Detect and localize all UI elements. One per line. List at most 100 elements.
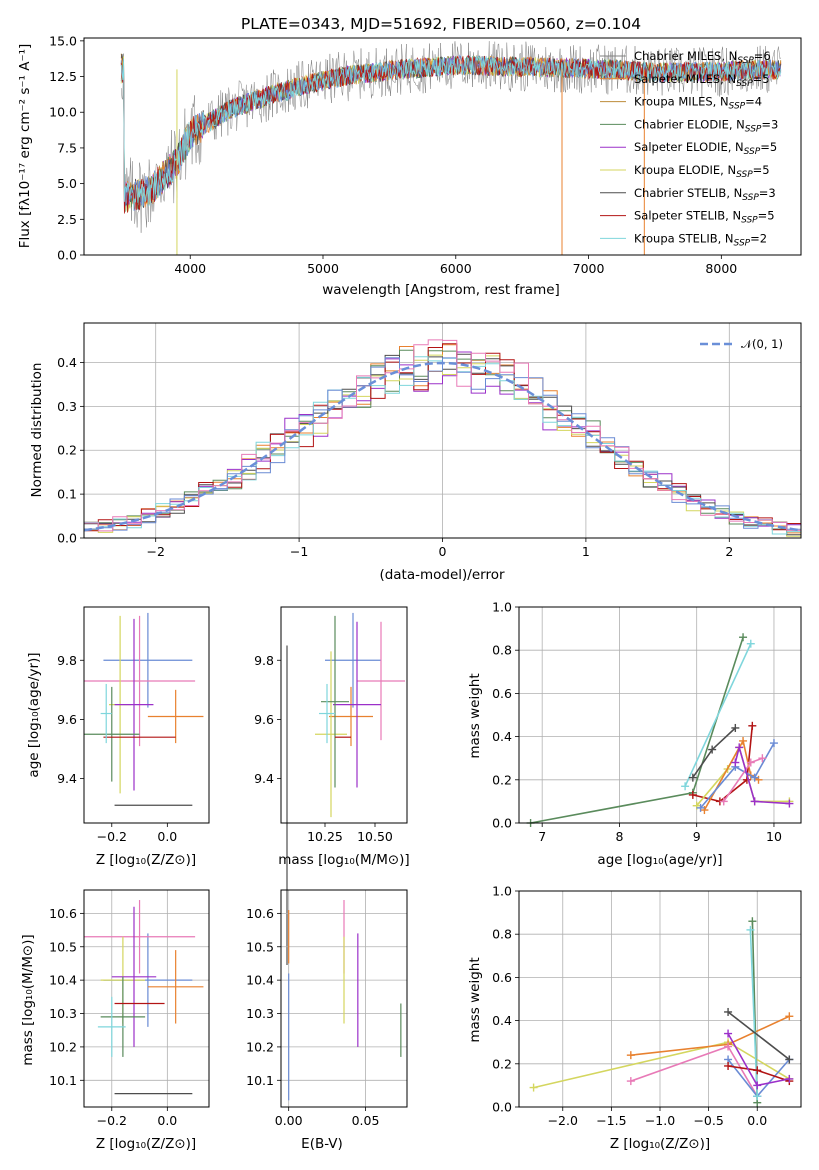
histogram-ylabel: Normed distribution — [29, 363, 45, 498]
tick-label-x: 1 — [582, 544, 590, 559]
tick-label-y: 0.6 — [492, 686, 512, 701]
tick-label-y: 0.2 — [492, 1056, 512, 1071]
tick-label-x: −0.5 — [693, 1113, 723, 1128]
tick-label-x: 2 — [725, 544, 733, 559]
tick-label-y: 0.0 — [492, 1100, 512, 1115]
axes-frame — [280, 606, 408, 824]
tick-label-y: 0.1 — [57, 487, 77, 502]
spectrum-model-line — [120, 54, 782, 209]
tick-label-x: 8000 — [705, 261, 737, 276]
spectrum-model-line — [120, 55, 782, 211]
tick-label-x: −1 — [290, 544, 308, 559]
normal-distribution-curve — [83, 361, 802, 532]
axes-frame — [280, 889, 408, 1108]
tick-label-y: 0.0 — [57, 248, 77, 263]
spectrum-model-line — [120, 41, 782, 233]
tick-label-y: 10.6 — [49, 906, 77, 921]
spectrum-ylabel: Flux [fλ10⁻¹⁷ erg cm⁻² s⁻¹ A⁻¹] — [17, 44, 33, 249]
histogram-step-line — [84, 339, 801, 532]
tick-label-x: −0.2 — [97, 829, 127, 844]
tick-label-y: 10.1 — [49, 1073, 77, 1088]
weight-series-line — [692, 727, 736, 779]
tick-label-y: 10.4 — [246, 973, 274, 988]
weight-vs-metallicity-panel: −2.0 −1.5 −1.0 −0.5 0.0 0.0 0.2 0.4 0.6 0.8 1.0 — [492, 884, 802, 1128]
tick-label-x: 7000 — [573, 261, 605, 276]
legend-entry: Kroupa ELODIE, NSSP=5 — [634, 163, 770, 180]
axes-frame — [518, 606, 802, 824]
ageZ-ylabel: age [log₁₀(age/yr)] — [26, 652, 42, 777]
wZ-ylabel: mass weight — [467, 957, 483, 1042]
tick-label-y: 9.6 — [254, 712, 274, 727]
weight-series-line — [692, 725, 754, 803]
tick-label-x: 0.0 — [747, 1113, 767, 1128]
tick-label-y: 9.4 — [254, 771, 274, 786]
legend-entry: Chabrier STELIB, NSSP=3 — [634, 186, 776, 203]
tick-label-x: 4000 — [174, 261, 206, 276]
tick-label-y: 7.5 — [57, 140, 77, 155]
tick-label-y: 1.0 — [492, 884, 512, 899]
wZ-xlabel: Z [log₁₀(Z/Z⊙)] — [610, 1136, 710, 1152]
weight-vs-age-panel: 7 8 9 10 0.0 0.2 0.4 0.6 0.8 1.0 — [492, 600, 802, 844]
normal-legend-label: 𝒩(0, 1) — [741, 337, 783, 351]
tick-label-y: 0.4 — [57, 355, 77, 370]
tick-label-x: 9 — [693, 829, 701, 844]
axes-frame — [83, 322, 802, 539]
axes-frame — [83, 606, 210, 824]
legend-entry: Chabrier MILES, NSSP=6 — [634, 49, 771, 66]
tick-label-y: 0.0 — [492, 816, 512, 831]
tick-label-y: 0.4 — [492, 1013, 512, 1028]
tick-label-x: 0.00 — [275, 1113, 303, 1128]
mass-vs-ebv-panel: 0.00 0.05 10.1 10.2 10.3 10.4 10.5 10.6 — [246, 889, 408, 1128]
tick-label-y: 0.0 — [57, 531, 77, 546]
tick-label-x: −2 — [146, 544, 164, 559]
axes-frame — [83, 889, 210, 1108]
tick-label-y: 5.0 — [57, 176, 77, 191]
tick-label-y: 10.6 — [246, 906, 274, 921]
tick-label-y: 9.6 — [57, 712, 77, 727]
tick-label-y: 15.0 — [49, 33, 77, 48]
tick-label-y: 0.6 — [492, 970, 512, 985]
weight-series-line — [533, 1041, 790, 1089]
ageZ-xlabel: Z [log₁₀(Z/Z⊙)] — [96, 852, 196, 868]
tick-label-y: 0.4 — [492, 729, 512, 744]
tick-label-x: −1.0 — [645, 1113, 675, 1128]
tick-label-x: 10.50 — [357, 829, 393, 844]
tick-label-y: 10.2 — [49, 1039, 77, 1054]
mass-vs-metallicity-panel: −0.2 0.0 10.1 10.2 10.3 10.4 10.5 10.6 — [49, 889, 210, 1128]
tick-label-x: −0.2 — [97, 1113, 127, 1128]
axes-frame — [518, 890, 802, 1108]
spectrum-xlabel: wavelength [Angstrom, rest frame] — [322, 282, 560, 298]
tick-label-y: 10.3 — [49, 1006, 77, 1021]
tick-label-x: 0.0 — [157, 1113, 177, 1128]
tick-label-y: 12.5 — [49, 69, 77, 84]
tick-label-x: 5000 — [307, 261, 339, 276]
tick-label-x: 6000 — [440, 261, 472, 276]
tick-label-y: 9.4 — [57, 771, 77, 786]
legend-entry: Chabrier ELODIE, NSSP=3 — [634, 117, 778, 134]
legend-entry: Salpeter ELODIE, NSSP=5 — [634, 140, 777, 157]
tick-label-x: 10.25 — [307, 829, 343, 844]
tick-label-y: 10.1 — [246, 1073, 274, 1088]
tick-label-y: 10.5 — [246, 939, 274, 954]
tick-label-y: 10.3 — [246, 1006, 274, 1021]
tick-label-x: 10 — [766, 829, 782, 844]
legend-entry: Kroupa MILES, NSSP=4 — [634, 95, 762, 112]
tick-label-y: 2.5 — [57, 212, 77, 227]
weight-series-line — [630, 1015, 790, 1056]
tick-label-x: 0.05 — [352, 1113, 380, 1128]
histogram-step-line — [84, 351, 801, 527]
residual-histogram-panel: −2 −1 0 1 2 0.0 0.1 0.2 0.3 0.4 — [57, 322, 802, 559]
tick-label-y: 10.2 — [246, 1039, 274, 1054]
ageM-xlabel: mass [log₁₀(M/M⊙)] — [278, 852, 409, 868]
weight-series-line — [727, 1011, 790, 1061]
tick-label-y: 0.2 — [492, 772, 512, 787]
tick-label-x: 7 — [538, 829, 546, 844]
histogram-step-line — [84, 343, 801, 532]
tick-label-y: 1.0 — [492, 600, 512, 615]
tick-label-y: 0.8 — [492, 927, 512, 942]
weight-series-line — [734, 744, 790, 805]
tick-label-y: 0.3 — [57, 399, 77, 414]
mZ-ylabel: mass [log₁₀(M/M⊙)] — [20, 934, 36, 1065]
legend-entry: Kroupa STELIB, NSSP=2 — [634, 231, 767, 248]
tick-label-y: 9.8 — [254, 653, 274, 668]
